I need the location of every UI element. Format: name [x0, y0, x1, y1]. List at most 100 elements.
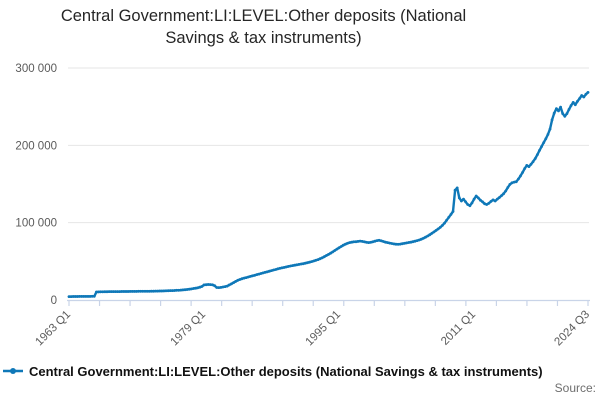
series-point[interactable]: [152, 289, 155, 293]
series-line[interactable]: [67, 91, 590, 298]
series-point[interactable]: [369, 240, 373, 244]
series-point[interactable]: [565, 112, 569, 115]
series-point[interactable]: [84, 295, 88, 298]
series-point[interactable]: [443, 221, 446, 225]
series-point[interactable]: [476, 196, 480, 200]
series-point[interactable]: [563, 114, 567, 118]
series-point[interactable]: [400, 242, 404, 246]
series-point[interactable]: [166, 289, 170, 293]
series-point[interactable]: [339, 245, 343, 248]
series-point[interactable]: [510, 181, 514, 185]
series-point[interactable]: [213, 284, 217, 288]
series-point[interactable]: [367, 241, 370, 245]
series-point[interactable]: [88, 295, 92, 298]
series-point[interactable]: [569, 104, 573, 107]
series-point[interactable]: [97, 290, 100, 294]
series-point[interactable]: [356, 240, 360, 243]
series-point[interactable]: [154, 289, 157, 293]
series-point[interactable]: [502, 192, 505, 196]
series-point[interactable]: [291, 264, 294, 267]
series-point[interactable]: [521, 171, 524, 174]
series-point[interactable]: [251, 274, 254, 278]
series-point[interactable]: [341, 243, 345, 247]
series-point[interactable]: [234, 280, 238, 283]
series-point[interactable]: [428, 233, 432, 237]
series-point[interactable]: [483, 202, 486, 206]
series-point[interactable]: [227, 283, 231, 287]
series-point[interactable]: [177, 288, 181, 292]
series-point[interactable]: [354, 240, 358, 244]
series-point[interactable]: [223, 285, 227, 288]
series-point[interactable]: [479, 198, 482, 202]
series-point[interactable]: [460, 199, 463, 203]
series-point[interactable]: [580, 94, 584, 97]
series-point[interactable]: [259, 272, 263, 275]
series-point[interactable]: [527, 165, 531, 169]
series-point[interactable]: [394, 242, 398, 246]
series-point[interactable]: [221, 285, 225, 289]
series-point[interactable]: [90, 294, 94, 298]
series-point[interactable]: [284, 265, 288, 269]
series-point[interactable]: [192, 287, 195, 290]
series-point[interactable]: [350, 240, 354, 244]
series-point[interactable]: [219, 286, 223, 289]
series-point[interactable]: [297, 263, 301, 266]
series-point[interactable]: [533, 157, 537, 160]
series-point[interactable]: [512, 180, 516, 184]
series-point[interactable]: [546, 133, 550, 136]
series-point[interactable]: [384, 240, 387, 244]
series-point[interactable]: [375, 239, 379, 243]
series-point[interactable]: [308, 260, 311, 264]
series-point[interactable]: [555, 107, 558, 110]
series-point[interactable]: [377, 238, 381, 242]
series-point[interactable]: [462, 197, 465, 201]
series-point[interactable]: [316, 258, 320, 261]
series-point[interactable]: [517, 177, 520, 181]
series-point[interactable]: [470, 201, 474, 205]
series-point[interactable]: [295, 263, 299, 267]
series-point[interactable]: [474, 194, 478, 198]
series-point[interactable]: [386, 241, 389, 245]
series-point[interactable]: [424, 235, 427, 239]
series-point[interactable]: [82, 295, 86, 298]
series-point[interactable]: [299, 262, 303, 266]
series-point[interactable]: [217, 286, 221, 289]
series-point[interactable]: [257, 272, 261, 276]
series-point[interactable]: [523, 167, 527, 170]
series-point[interactable]: [329, 251, 332, 255]
series-point[interactable]: [348, 241, 351, 245]
series-point[interactable]: [137, 289, 141, 293]
series-point[interactable]: [181, 288, 185, 292]
series-point[interactable]: [73, 295, 77, 298]
series-point[interactable]: [508, 183, 512, 186]
series-point[interactable]: [472, 197, 476, 201]
series-point[interactable]: [358, 239, 362, 243]
series-point[interactable]: [407, 241, 411, 244]
series-point[interactable]: [571, 101, 575, 104]
series-point[interactable]: [187, 287, 191, 291]
series-point[interactable]: [168, 289, 172, 292]
series-point[interactable]: [413, 239, 417, 243]
series-point[interactable]: [489, 200, 493, 203]
series-point[interactable]: [215, 286, 219, 289]
series-point[interactable]: [371, 240, 375, 244]
series-point[interactable]: [143, 289, 147, 293]
series-point[interactable]: [335, 247, 339, 251]
series-point[interactable]: [310, 260, 313, 263]
series-point[interactable]: [71, 295, 75, 298]
series-point[interactable]: [485, 203, 489, 206]
legend-item[interactable]: Central Government:LI:LEVEL:Other deposi…: [2, 362, 598, 380]
series-point[interactable]: [552, 111, 556, 115]
series-point[interactable]: [519, 174, 522, 178]
series-point[interactable]: [126, 290, 130, 293]
series-point[interactable]: [318, 257, 322, 261]
series-point[interactable]: [69, 295, 73, 298]
series-point[interactable]: [206, 283, 210, 286]
series-point[interactable]: [544, 137, 548, 141]
series-point[interactable]: [80, 295, 84, 298]
series-point[interactable]: [276, 267, 280, 271]
series-point[interactable]: [557, 109, 560, 113]
series-point[interactable]: [194, 286, 198, 290]
series-point[interactable]: [525, 164, 529, 167]
series-point[interactable]: [320, 256, 324, 260]
